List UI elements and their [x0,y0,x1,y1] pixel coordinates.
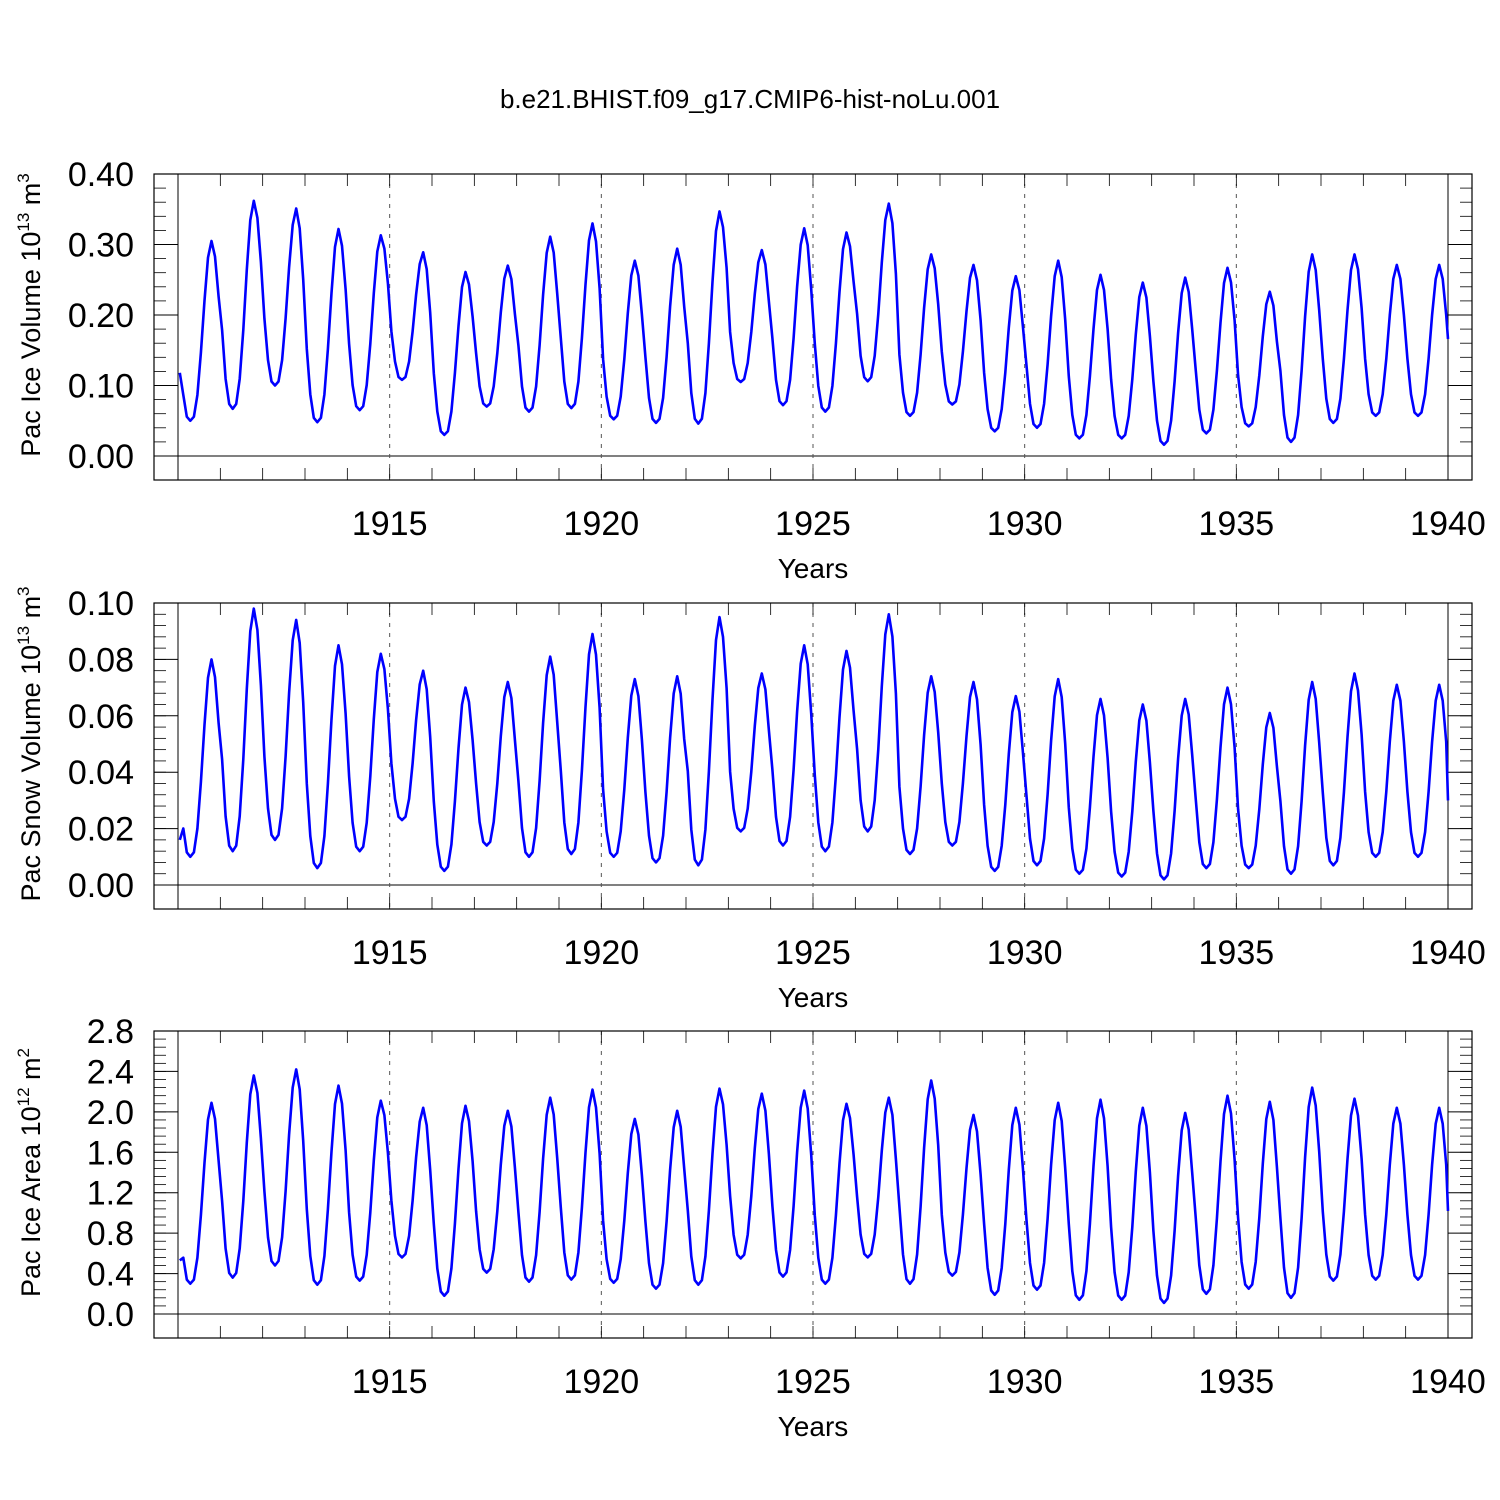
x-tick-label: 1920 [564,505,640,543]
y-tick-label: 0.04 [68,754,134,792]
y-tick-label: 0.0 [87,1296,134,1334]
x-tick-label: 1935 [1199,505,1275,543]
y-tick-label: 2.8 [87,1013,134,1051]
x-tick-label: 1930 [987,934,1063,972]
series-line-pac-ice-area [179,1068,1450,1305]
y-tick-label: 0.02 [68,811,134,849]
y-tick-label: 0.20 [68,297,134,335]
y-tick-label: 0.4 [87,1256,134,1294]
x-tick-label: 1930 [987,505,1063,543]
panel-ice-volume: 0.00 0.10 0.20 0.30 0.40 1915 1920 1925 1930 1935… [14,156,1486,584]
x-tick-label: 1935 [1199,1363,1275,1401]
x-tick-label: 1930 [987,1363,1063,1401]
y-tick-label: 0.10 [68,368,134,406]
x-tick-label: 1920 [564,934,640,972]
x-tick-label: 1915 [352,505,428,543]
y-tick-label: 0.40 [68,156,134,194]
y-tick-label: 0.30 [68,227,134,265]
y-tick-label: 0.06 [68,698,134,736]
x-axis-title: Years [778,982,849,1013]
y-axis-title: Pac Ice Area 1012 m2 [14,1048,46,1297]
y-axis-title: Pac Snow Volume 1013 m3 [14,586,46,901]
x-tick-label: 1915 [352,1363,428,1401]
x-tick-label: 1925 [775,505,851,543]
y-tick-label: 1.6 [87,1134,134,1172]
panel-snow-volume: 0.00 0.02 0.04 0.06 0.08 0.10 1915 1920 1925 1930… [14,585,1486,1013]
y-tick-label: 2.4 [87,1053,134,1091]
y-axis-title: Pac Ice Volume 1013 m3 [14,173,46,457]
y-tick-label: 0.00 [68,867,134,905]
y-tick-label: 0.10 [68,585,134,623]
x-tick-label: 1935 [1199,934,1275,972]
x-tick-label: 1920 [564,1363,640,1401]
chart-title: b.e21.BHIST.f09_g17.CMIP6-hist-noLu.001 [499,84,1001,114]
x-tick-label: 1915 [352,934,428,972]
x-tick-label: 1925 [775,934,851,972]
x-tick-label: 1925 [775,1363,851,1401]
series-line-pac-snow-volume [178,607,1450,881]
x-tick-label: 1940 [1410,1363,1486,1401]
y-tick-label: 0.00 [68,438,134,476]
y-tick-label: 0.08 [68,641,134,679]
y-tick-label: 1.2 [87,1175,134,1213]
series-line-pac-ice-volume [178,199,1450,446]
x-tick-label: 1940 [1410,934,1486,972]
x-axis-title: Years [778,1411,849,1442]
panel-ice-area: 0.00.40.81.21.62.02.42.8 1915 1920 1925 1930… [14,1013,1486,1442]
y-tick-label: 2.0 [87,1094,134,1132]
y-tick-label: 0.8 [87,1215,134,1253]
x-axis-title: Years [778,553,849,584]
x-tick-label: 1940 [1410,505,1486,543]
